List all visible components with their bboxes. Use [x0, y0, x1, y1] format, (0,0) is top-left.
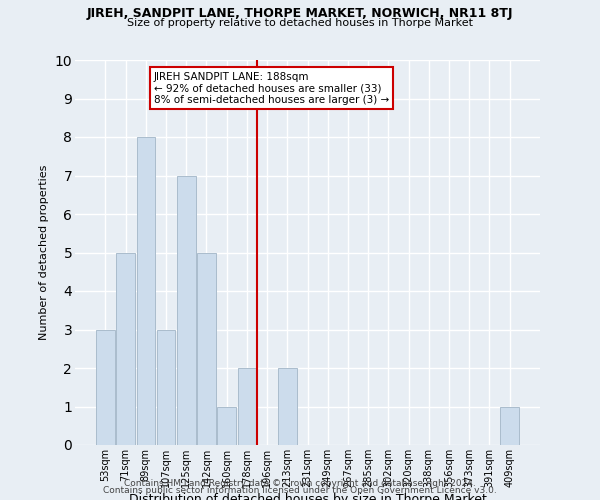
Y-axis label: Number of detached properties: Number of detached properties	[39, 165, 49, 340]
Text: Size of property relative to detached houses in Thorpe Market: Size of property relative to detached ho…	[127, 18, 473, 28]
Bar	[197, 252, 216, 445]
X-axis label: Distribution of detached houses by size in Thorpe Market: Distribution of detached houses by size …	[128, 492, 487, 500]
Bar	[217, 406, 236, 445]
Text: Contains HM Land Registry data © Crown copyright and database right 2024.: Contains HM Land Registry data © Crown c…	[124, 478, 476, 488]
Bar	[137, 137, 155, 445]
Bar	[96, 330, 115, 445]
Bar	[500, 406, 519, 445]
Text: Contains public sector information licensed under the Open Government Licence v3: Contains public sector information licen…	[103, 486, 497, 495]
Bar	[157, 330, 175, 445]
Bar	[278, 368, 296, 445]
Text: JIREH SANDPIT LANE: 188sqm
← 92% of detached houses are smaller (33)
8% of semi-: JIREH SANDPIT LANE: 188sqm ← 92% of deta…	[154, 72, 389, 105]
Bar	[116, 252, 135, 445]
Text: JIREH, SANDPIT LANE, THORPE MARKET, NORWICH, NR11 8TJ: JIREH, SANDPIT LANE, THORPE MARKET, NORW…	[87, 8, 513, 20]
Bar	[177, 176, 196, 445]
Bar	[238, 368, 256, 445]
